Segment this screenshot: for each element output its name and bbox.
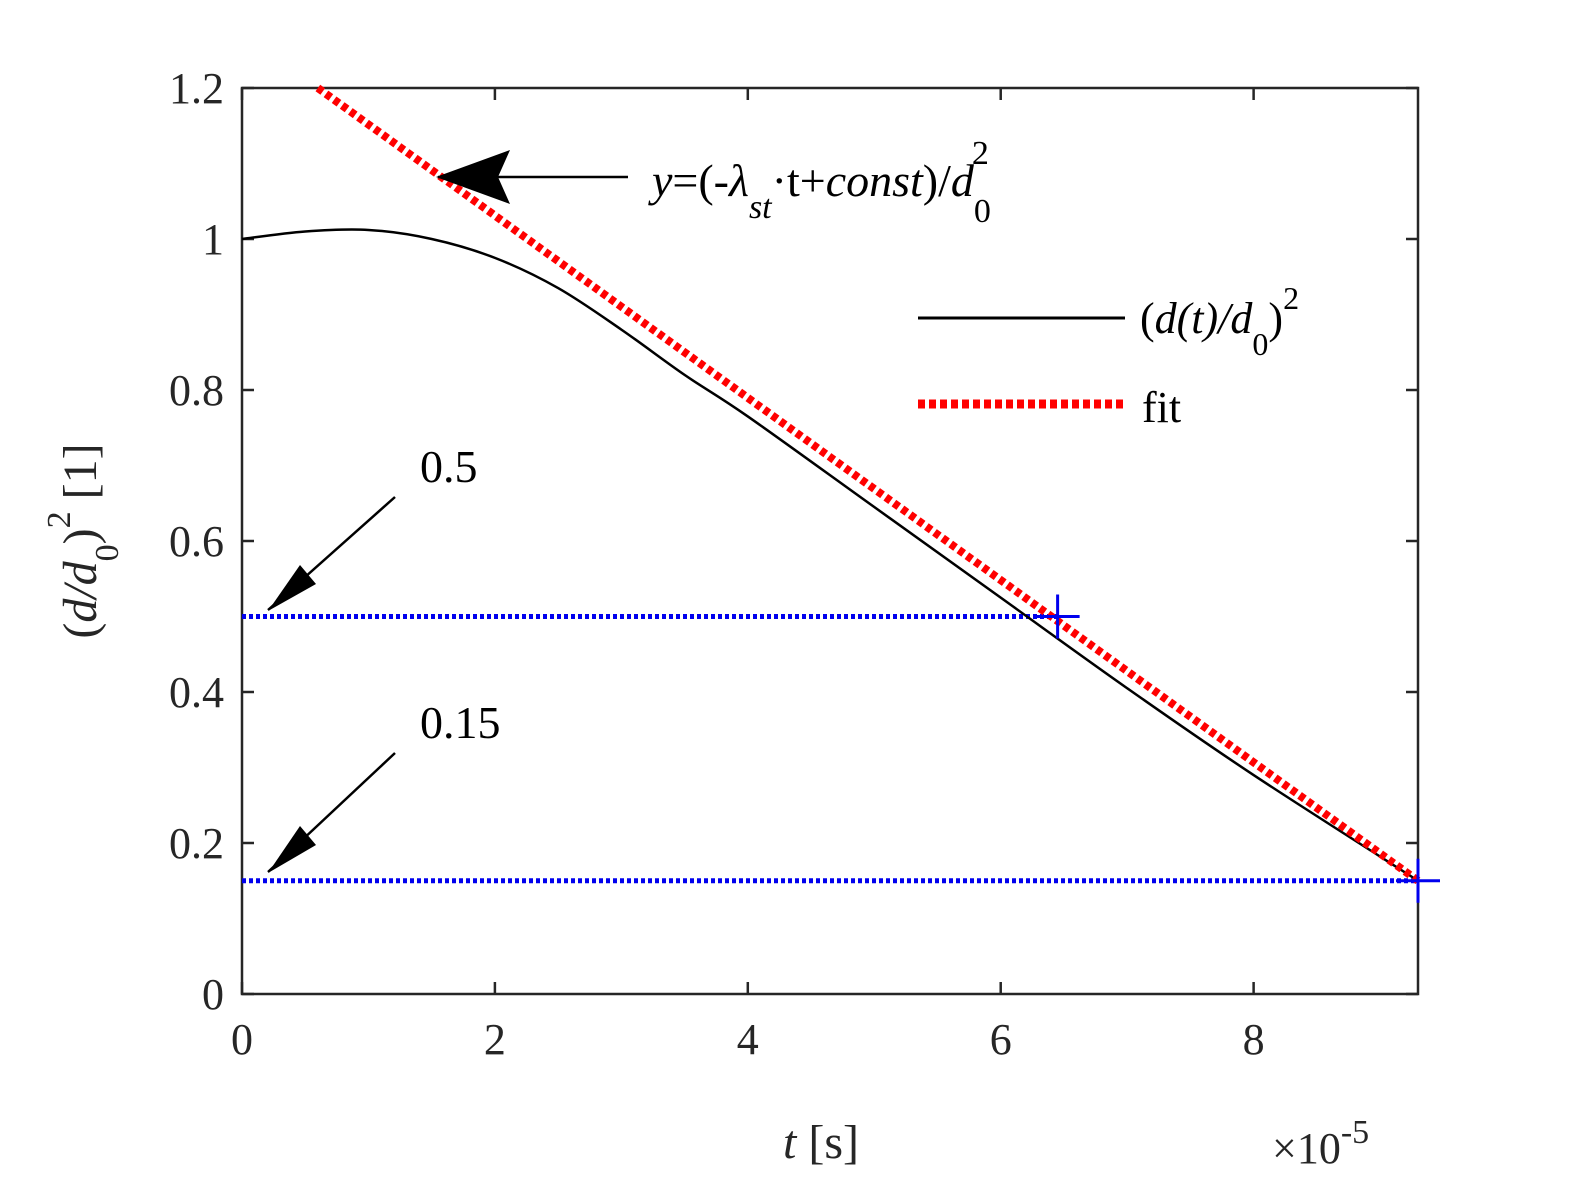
x-tick-label: 2: [484, 1015, 506, 1064]
x-tick-label: 8: [1243, 1015, 1265, 1064]
legend-label-0: (d(t)/d0)2: [1140, 280, 1299, 362]
x-ticks: 0 2 4 6 8: [231, 88, 1265, 1064]
series-line--d-t-d0-2: [241, 228, 1419, 882]
marker-layer: [1035, 594, 1440, 903]
y-tick-label: 1.2: [169, 64, 224, 113]
y-axis-title: (d/d0)2 [1]: [41, 443, 126, 638]
annotation-arrowhead-0.5: [268, 565, 316, 611]
series-layer: [241, 84, 1421, 884]
x-axis-title: t [s]: [783, 1116, 859, 1169]
series-line-fit: [315, 84, 1421, 884]
y-tick-label: 1: [202, 215, 224, 264]
legend-label-1: fit: [1142, 383, 1181, 432]
annotation-arrowhead-equation: [436, 150, 510, 204]
x-tick-label: 6: [990, 1015, 1012, 1064]
annotation-layer: 0.5 0.15 y=(-λst·t+const)/d02: [267, 135, 991, 873]
y-tick-label: 0.2: [169, 819, 224, 868]
annotation-label-0.15: 0.15: [420, 697, 501, 748]
legend: (d(t)/d0)2 fit: [918, 280, 1299, 432]
y-ticks: 0 0.2 0.4 0.6 0.8 1 1.2: [169, 64, 1418, 1019]
x-tick-label: 4: [737, 1015, 759, 1064]
y-tick-label: 0.6: [169, 517, 224, 566]
x-exponent: ×10-5: [1272, 1114, 1369, 1173]
y-tick-label: 0.4: [169, 668, 224, 717]
annotation-label-0.5: 0.5: [420, 441, 478, 492]
x-tick-label: 0: [231, 1015, 253, 1064]
annotation-equation: y=(-λst·t+const)/d02: [648, 135, 991, 230]
y-tick-label: 0: [202, 970, 224, 1019]
annotation-arrowhead-0.15: [268, 826, 316, 873]
plot-area: [240, 86, 1420, 996]
y-tick-label: 0.8: [169, 366, 224, 415]
